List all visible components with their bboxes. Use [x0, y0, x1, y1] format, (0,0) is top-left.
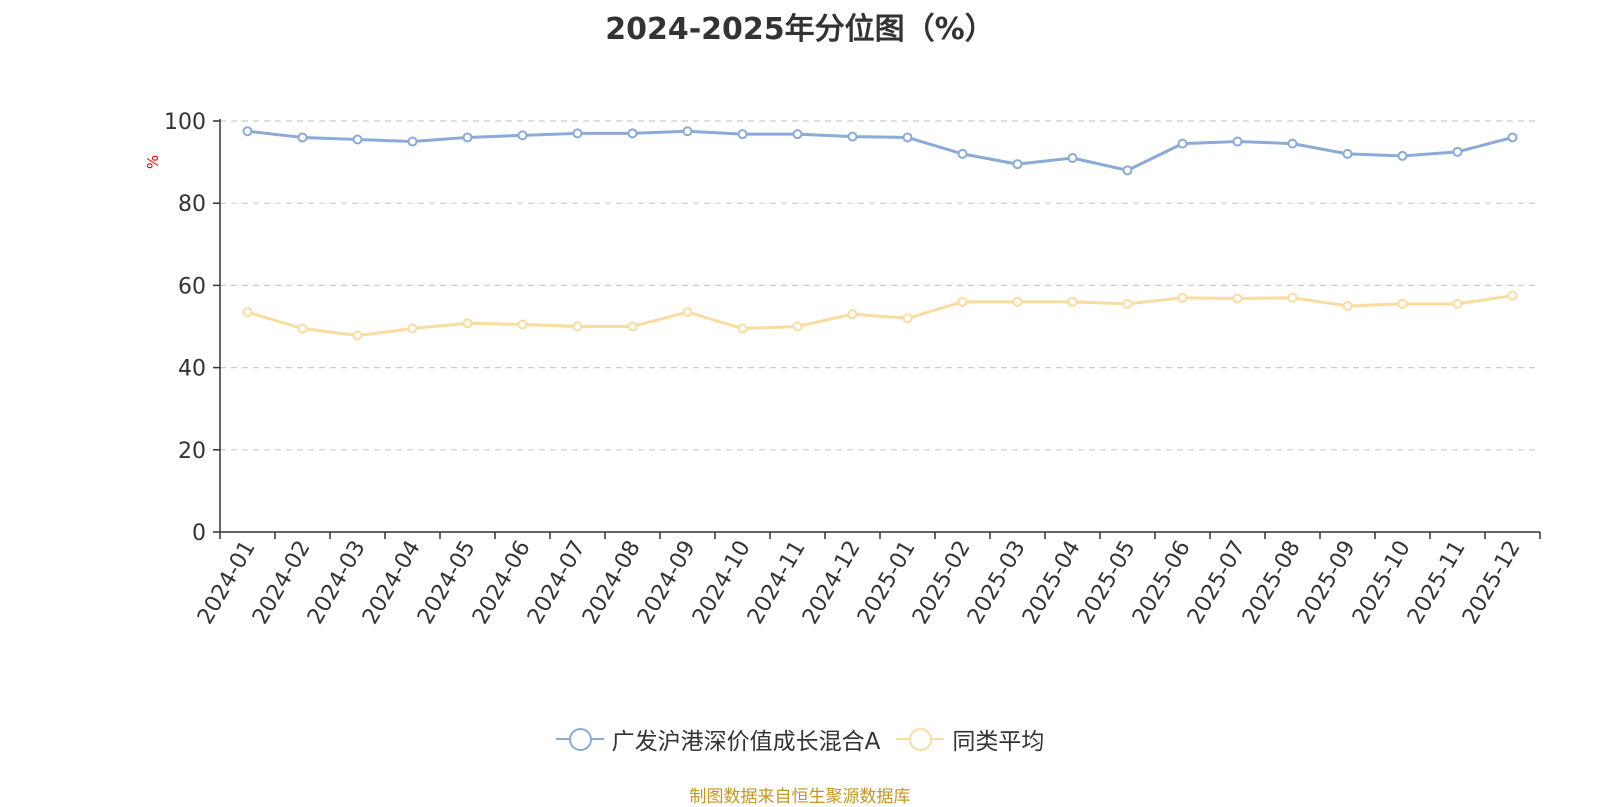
data-point-series-0-2025-11 — [1452, 146, 1463, 157]
data-point-series-1-2025-12 — [1507, 290, 1518, 301]
y-tick-label-80: 80 — [178, 192, 206, 217]
y-tick-label-60: 60 — [178, 274, 206, 299]
data-point-series-0-2024-01 — [242, 126, 253, 137]
data-point-series-0-2024-11 — [792, 129, 803, 140]
source-note: 制图数据来自恒生聚源数据库 — [689, 787, 911, 807]
data-point-series-1-2025-09 — [1342, 300, 1353, 311]
data-point-series-1-2025-01 — [902, 313, 913, 324]
data-point-series-0-2025-08 — [1287, 138, 1298, 149]
data-point-series-0-2024-03 — [352, 134, 363, 145]
data-point-series-1-2024-11 — [792, 321, 803, 332]
data-point-series-0-2025-04 — [1067, 152, 1078, 163]
data-point-series-0-2025-03 — [1012, 159, 1023, 170]
y-tick-label-40: 40 — [178, 357, 206, 382]
data-point-series-0-2024-05 — [462, 132, 473, 143]
data-point-series-0-2024-08 — [627, 128, 638, 139]
data-point-series-1-2024-02 — [297, 323, 308, 334]
data-point-series-0-2024-10 — [737, 129, 748, 140]
data-point-series-1-2025-11 — [1452, 298, 1463, 309]
data-point-series-1-2024-05 — [462, 318, 473, 329]
data-point-series-0-2025-07 — [1232, 136, 1243, 147]
data-point-series-0-2025-10 — [1397, 150, 1408, 161]
data-point-series-0-2025-09 — [1342, 148, 1353, 159]
y-axis-label: % — [144, 155, 162, 169]
data-point-series-1-2024-06 — [517, 319, 528, 330]
data-point-series-1-2025-02 — [957, 296, 968, 307]
data-point-series-1-2024-09 — [682, 307, 693, 318]
data-point-series-1-2025-10 — [1397, 298, 1408, 309]
data-point-series-1-2025-04 — [1067, 296, 1078, 307]
data-point-series-1-2025-08 — [1287, 292, 1298, 303]
y-tick-label-20: 20 — [178, 439, 206, 464]
data-point-series-0-2024-07 — [572, 128, 583, 139]
y-tick-label-0: 0 — [192, 521, 206, 546]
series-lines — [242, 126, 1518, 341]
data-point-series-0-2025-01 — [902, 132, 913, 143]
data-point-series-1-2025-07 — [1232, 293, 1243, 304]
data-point-series-1-2024-03 — [352, 330, 363, 341]
data-point-series-0-2024-12 — [847, 131, 858, 142]
data-point-series-1-2025-03 — [1012, 296, 1023, 307]
legend-item-series-0[interactable]: 广发沪港深价值成长混合A — [555, 722, 881, 756]
data-point-series-0-2025-02 — [957, 148, 968, 159]
chart-title: 2024-2025年分位图（%） — [605, 12, 995, 47]
axes — [213, 119, 1541, 539]
data-point-series-0-2025-06 — [1177, 138, 1188, 149]
data-point-series-0-2024-04 — [407, 136, 418, 147]
data-point-series-1-2025-05 — [1122, 298, 1133, 309]
legend-marker-series-1 — [896, 725, 945, 753]
data-point-series-1-2025-06 — [1177, 292, 1188, 303]
data-point-series-1-2024-07 — [572, 321, 583, 332]
data-point-series-0-2025-12 — [1507, 132, 1518, 143]
data-point-series-0-2024-06 — [517, 130, 528, 141]
data-point-series-1-2024-08 — [627, 321, 638, 332]
series-line-1 — [247, 294, 1513, 338]
data-point-series-0-2024-02 — [297, 132, 308, 143]
data-point-series-1-2024-12 — [847, 309, 858, 320]
legend-marker-series-0 — [555, 725, 604, 753]
data-point-series-0-2025-05 — [1122, 165, 1133, 176]
data-point-series-1-2024-01 — [242, 307, 253, 318]
legend-label-series-0: 广发沪港深价值成长混合A — [611, 729, 881, 755]
grid-lines — [220, 120, 1540, 451]
tick-labels: 0204060801002024-012024-022024-032024-04… — [164, 110, 1526, 629]
data-point-series-1-2024-10 — [737, 323, 748, 334]
legend-label-series-1: 同类平均 — [952, 729, 1045, 755]
legend-item-series-1[interactable]: 同类平均 — [896, 722, 1044, 756]
y-tick-label-100: 100 — [164, 110, 206, 135]
data-point-series-0-2024-09 — [682, 126, 693, 137]
legend: 广发沪港深价值成长混合A 同类平均 — [0, 722, 1600, 756]
series-line-0 — [247, 129, 1513, 172]
data-point-series-1-2024-04 — [407, 323, 418, 334]
